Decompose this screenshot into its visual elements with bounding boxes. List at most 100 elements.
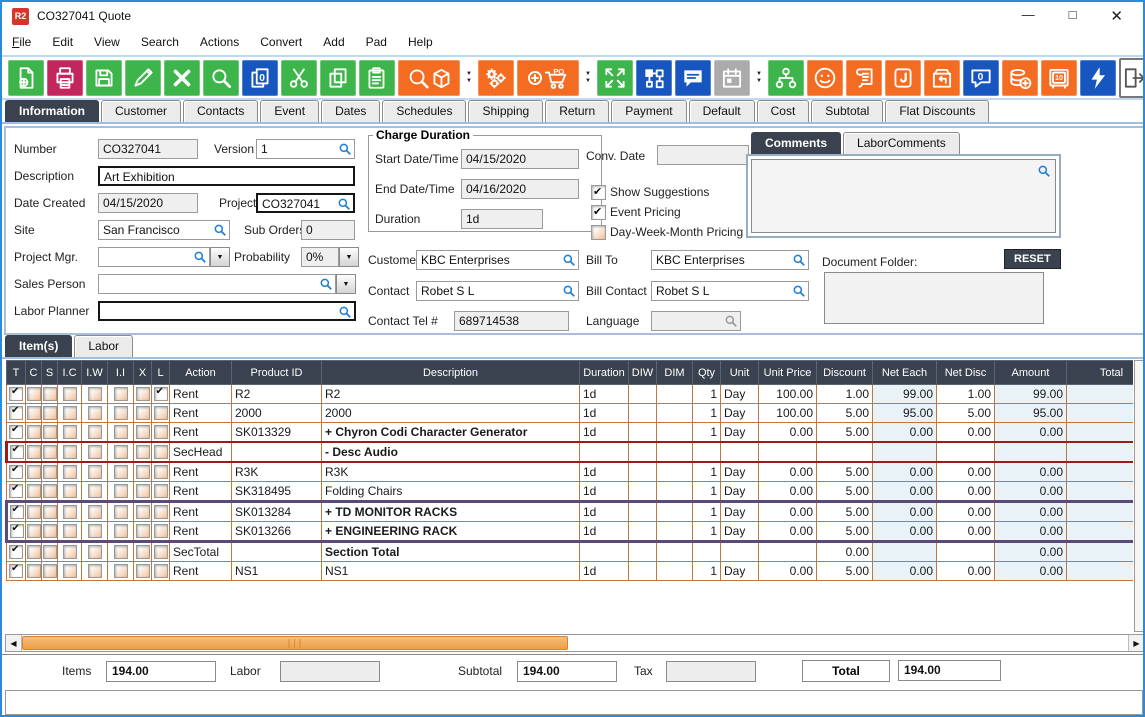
cell-qty[interactable] (692, 541, 721, 562)
cell-net_disc[interactable]: 0.00 (936, 561, 995, 581)
quick-action-button[interactable] (1080, 59, 1116, 96)
cell-diw[interactable] (628, 403, 657, 423)
row-checkbox[interactable] (87, 445, 102, 460)
cell-unit_price[interactable]: 0.00 (758, 561, 817, 581)
row-checkbox[interactable] (113, 524, 128, 539)
row-checkbox[interactable] (87, 465, 102, 480)
column-header-l[interactable]: L (151, 360, 170, 385)
column-header-i-i[interactable]: I.I (107, 360, 134, 385)
row-check-cell[interactable] (81, 481, 108, 502)
row-checkbox-checked[interactable] (9, 544, 23, 560)
checkbox-day-week-month-pricing[interactable] (591, 225, 606, 240)
menu-item-actions[interactable]: Actions (199, 35, 240, 49)
column-header-discount[interactable]: Discount (816, 360, 873, 385)
row-check-cell[interactable] (107, 541, 134, 562)
cell-product[interactable]: SK013284 (231, 500, 322, 522)
description-field[interactable]: Art Exhibition (98, 166, 355, 186)
cell-amount[interactable]: 0.00 (994, 500, 1067, 522)
row-check-cell[interactable] (57, 461, 82, 482)
row-checkbox[interactable] (87, 387, 102, 402)
message-zero-button[interactable]: 0 (963, 59, 999, 96)
cell-unit[interactable]: Day (720, 403, 759, 423)
product-search-dropdown[interactable]: ▼ ▼ (466, 70, 472, 84)
cell-discount[interactable]: 1.00 (816, 384, 873, 404)
cell-dim[interactable] (656, 422, 693, 443)
tab-return[interactable]: Return (545, 100, 610, 122)
row-checkbox[interactable] (153, 484, 168, 499)
row-check-cell[interactable] (151, 441, 170, 463)
cell-amount[interactable]: 99.00 (994, 384, 1067, 404)
menu-item-add[interactable]: Add (323, 35, 345, 49)
cell-dim[interactable] (656, 481, 693, 502)
row-check-cell[interactable] (5, 441, 26, 463)
minimize-button[interactable]: — (1021, 7, 1035, 22)
tab-contacts[interactable]: Contacts (183, 100, 259, 122)
expand-button[interactable] (597, 59, 633, 96)
cell-duration[interactable] (579, 441, 629, 463)
cell-discount[interactable]: 5.00 (816, 561, 873, 581)
cell-total[interactable] (1066, 422, 1133, 443)
cell-net_disc[interactable]: 0.00 (936, 461, 995, 482)
horizontal-scrollbar[interactable]: ◀ ∣∣∣ ▶ (5, 634, 1143, 652)
sales-person-dropdown[interactable]: ▼ (336, 274, 356, 294)
row-checkbox[interactable] (62, 425, 77, 440)
column-header-unit-price[interactable]: Unit Price (758, 360, 817, 385)
cell-net_each[interactable] (872, 441, 937, 463)
reset-button[interactable]: RESET (1004, 249, 1061, 269)
cell-product[interactable]: SK318495 (231, 481, 322, 502)
row-checkbox[interactable] (26, 505, 41, 520)
row-checkbox[interactable] (26, 445, 41, 460)
row-check-cell[interactable] (151, 403, 170, 423)
row-check-cell[interactable] (133, 422, 152, 443)
cell-action[interactable]: Rent (169, 561, 232, 581)
cell-total[interactable] (1066, 441, 1133, 463)
start-date-field[interactable]: 04/15/2020 (461, 149, 579, 169)
tab-default[interactable]: Default (688, 100, 755, 122)
row-check-cell[interactable] (107, 461, 134, 482)
search-icon[interactable] (724, 314, 738, 328)
column-header-dim[interactable]: DIM (656, 360, 693, 385)
cell-duration[interactable]: 1d (579, 384, 629, 404)
scrollbar-thumb[interactable]: ∣∣∣ (22, 636, 568, 650)
row-check-cell[interactable] (25, 500, 42, 522)
cell-duration[interactable]: 1d (579, 422, 629, 443)
row-check-cell[interactable] (41, 481, 58, 502)
cell-desc[interactable]: Folding Chairs (321, 481, 580, 502)
cell-amount[interactable]: 0.00 (994, 461, 1067, 482)
row-checkbox-checked[interactable] (153, 386, 168, 402)
row-check-cell[interactable] (57, 541, 82, 562)
contact-field[interactable]: Robet S L (416, 281, 579, 301)
copy-button[interactable] (320, 59, 356, 96)
cell-dim[interactable] (656, 403, 693, 423)
cell-qty[interactable]: 1 (692, 422, 721, 443)
print-button[interactable] (47, 59, 83, 96)
cell-desc[interactable]: 2000 (321, 403, 580, 423)
cell-unit[interactable]: Day (720, 481, 759, 502)
workflow-button[interactable] (636, 59, 672, 96)
row-check-cell[interactable] (81, 500, 108, 522)
row-check-cell[interactable] (41, 561, 58, 581)
cell-diw[interactable] (628, 541, 657, 562)
tab-item-s-[interactable]: Item(s) (5, 335, 73, 357)
search-icon[interactable] (319, 277, 333, 291)
cell-net_each[interactable]: 99.00 (872, 384, 937, 404)
exchange-return-button[interactable] (924, 59, 960, 96)
project-mgr-field[interactable] (98, 247, 210, 267)
row-check-cell[interactable] (41, 403, 58, 423)
add-po-dropdown[interactable]: ▼ ▼ (585, 70, 591, 84)
cell-action[interactable]: SecTotal (169, 541, 232, 562)
cell-action[interactable]: Rent (169, 500, 232, 522)
conv-date-field[interactable] (657, 145, 749, 165)
tab-dates[interactable]: Dates (321, 100, 381, 122)
row-check-cell[interactable] (41, 441, 58, 463)
sales-person-field[interactable] (98, 274, 336, 294)
row-checkbox[interactable] (26, 425, 41, 440)
column-header-net-disc[interactable]: Net Disc (936, 360, 995, 385)
row-checkbox-checked[interactable] (9, 386, 23, 402)
cell-dim[interactable] (656, 561, 693, 581)
cell-total[interactable] (1066, 500, 1133, 522)
row-check-cell[interactable] (25, 561, 42, 581)
row-check-cell[interactable] (151, 561, 170, 581)
row-checkbox[interactable] (153, 545, 168, 560)
cell-dim[interactable] (656, 500, 693, 522)
